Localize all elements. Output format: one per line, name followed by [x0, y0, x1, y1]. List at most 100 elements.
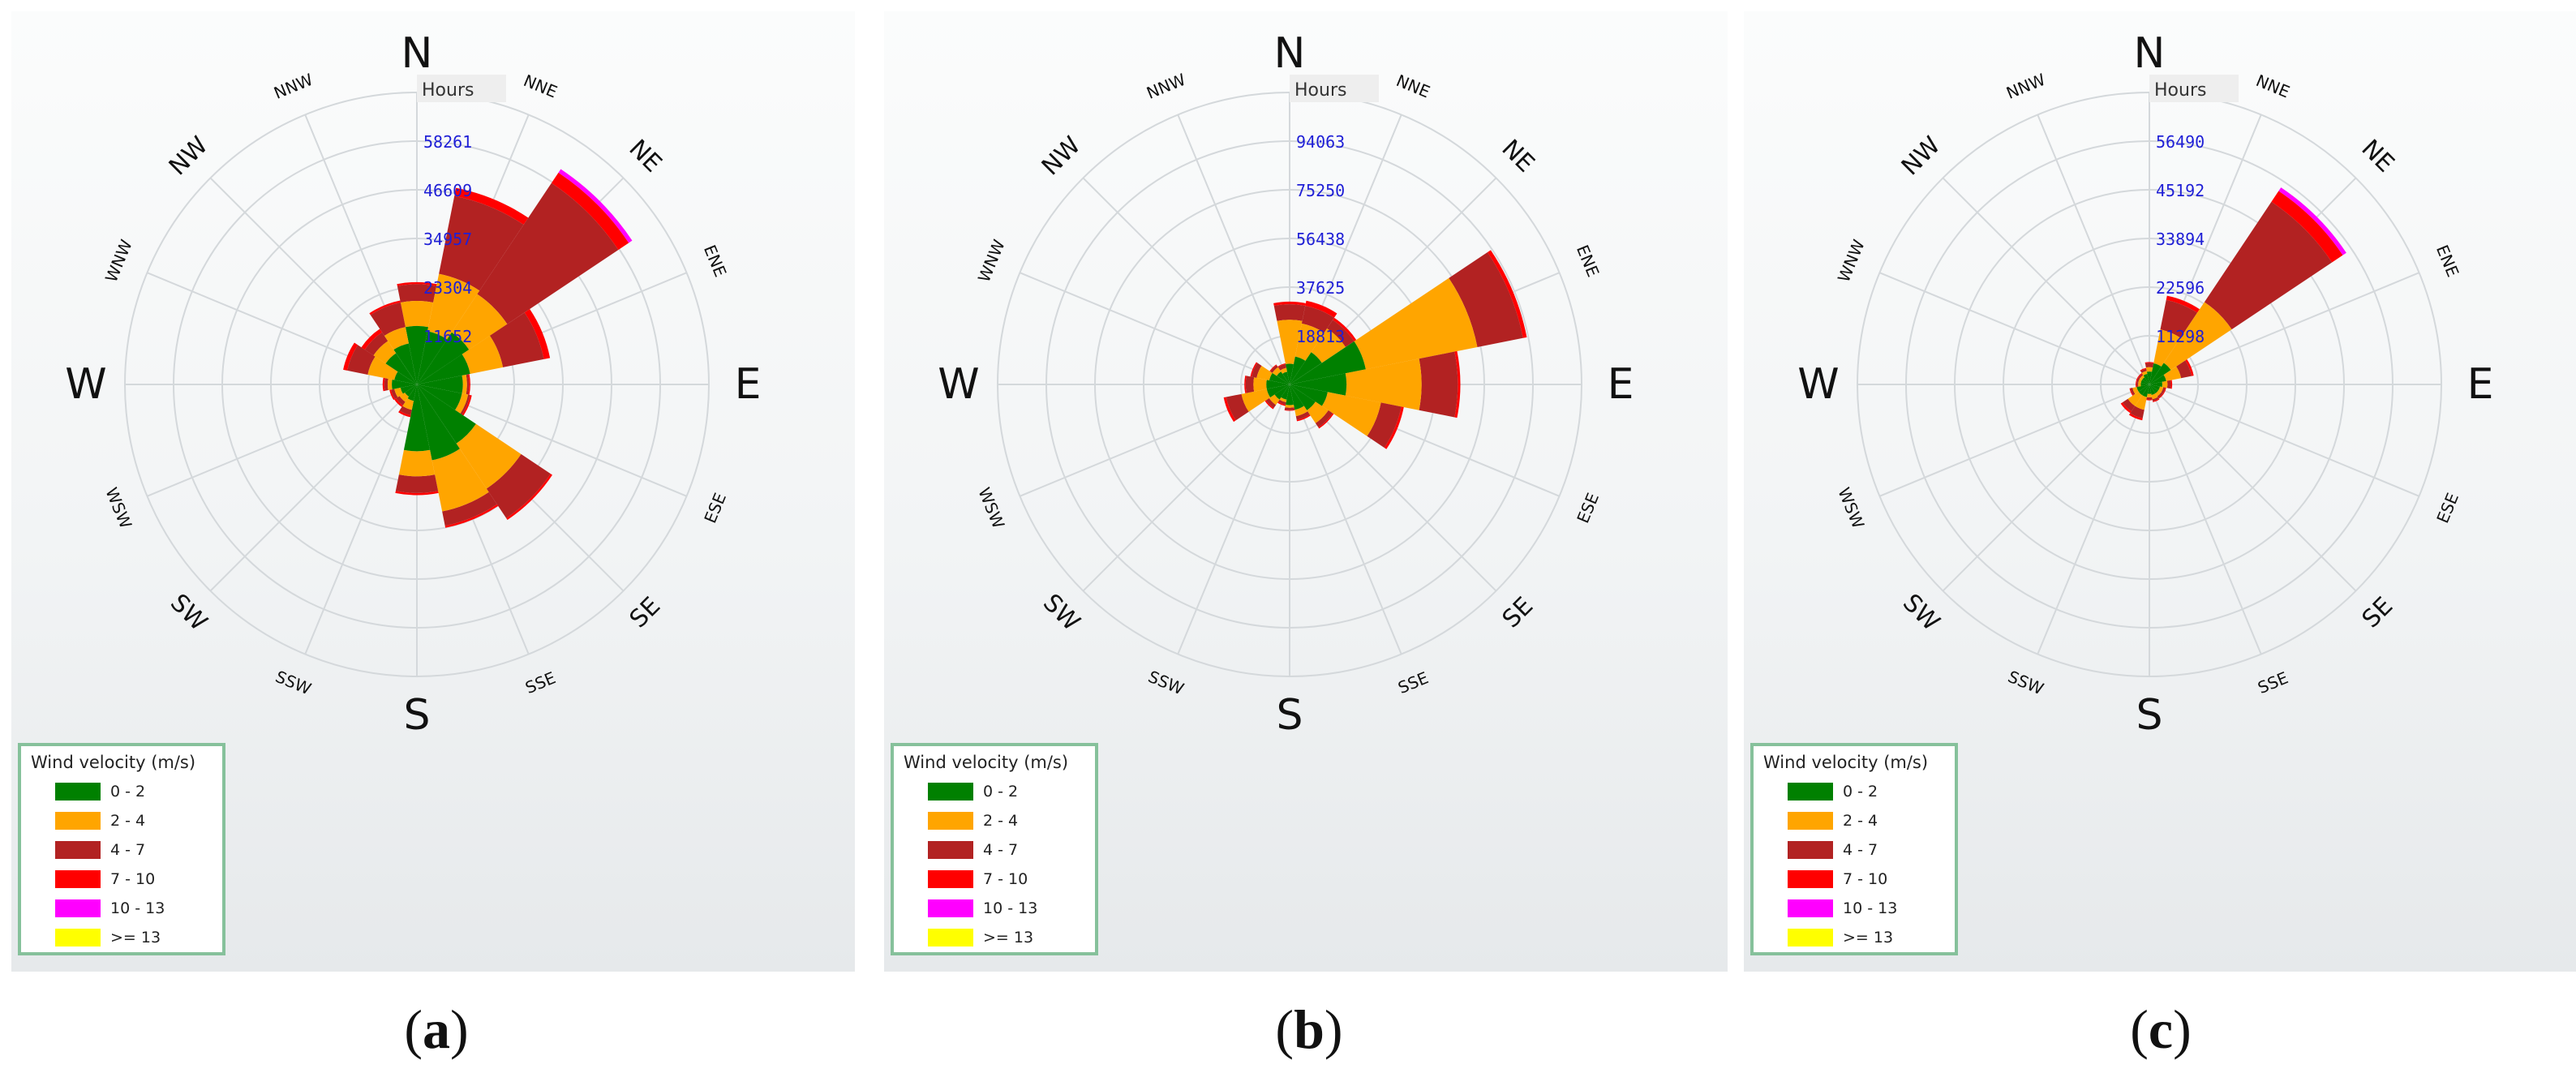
direction-wedge-s — [2146, 384, 2153, 401]
direction-label-wsw: WSW — [974, 485, 1008, 532]
wedge-segment-wnw-bin3 — [1250, 362, 1258, 377]
wedge-segment-ese-bin3 — [462, 395, 472, 416]
wedge-segment-n-bin3 — [2145, 362, 2154, 363]
grid-spoke — [1289, 384, 1402, 655]
wedge-segment-s-bin1 — [1285, 405, 1294, 408]
direction-label-nne: NNE — [1393, 71, 1433, 101]
wedge-segment-nnw-bin3 — [369, 300, 401, 315]
direction-label-nnw: NNW — [2003, 70, 2048, 103]
wedge-segment-sse-bin0 — [417, 384, 460, 461]
wedge-segment-ene-bin3 — [1487, 250, 1527, 338]
wedge-segment-ssw-bin2 — [2130, 406, 2145, 419]
direction-label-e: E — [735, 360, 762, 409]
wedge-segment-e-bin3 — [468, 374, 470, 395]
wedge-segment-ssw-bin2 — [1277, 399, 1286, 406]
wedge-segment-wnw-bin0 — [1269, 372, 1290, 384]
wedge-segment-w-bin2 — [1245, 376, 1255, 393]
direction-label-se: SE — [2357, 592, 2399, 634]
radial-tick-label: 56438 — [1296, 230, 1345, 249]
wedge-segment-sse-bin1 — [1294, 406, 1308, 417]
direction-label-nw: NW — [1896, 131, 1947, 182]
wedge-segment-ene-bin3 — [2185, 359, 2194, 376]
wedge-segment-nw-bin0 — [385, 353, 417, 384]
wedge-segment-w-bin1 — [1253, 377, 1267, 392]
wedge-segment-nnw-bin0 — [2143, 373, 2149, 384]
direction-wedge-sw — [2120, 384, 2149, 414]
legend-item: >= 13 — [31, 923, 213, 952]
wedge-segment-sw-bin0 — [405, 384, 417, 397]
grid-spoke — [2149, 384, 2262, 655]
wedge-segment-n-bin1 — [400, 301, 434, 328]
wedge-segment-ssw-bin0 — [2142, 384, 2149, 397]
wedge-segment-wnw-bin0 — [394, 371, 417, 384]
direction-wedge-ene — [1290, 250, 1527, 384]
wedge-segment-ese-bin3 — [2162, 387, 2166, 394]
wedge-segment-ssw-bin0 — [1281, 384, 1290, 400]
legend-swatch — [1788, 870, 1833, 888]
wedge-segment-nw-bin3 — [361, 328, 383, 350]
direction-label-n: N — [401, 29, 433, 78]
wedge-segment-wnw-bin3 — [343, 342, 358, 371]
legend-b: Wind velocity (m/s) 0 - 2 2 - 4 4 - 7 7 … — [891, 743, 1098, 955]
panel-label-c: (c) — [2130, 998, 2192, 1060]
legend-swatch — [928, 929, 973, 946]
wedge-segment-wsw-bin1 — [394, 388, 403, 397]
wedge-segment-sw-bin1 — [2127, 391, 2143, 406]
legend-swatch — [55, 870, 101, 888]
direction-wedge-ese — [2149, 384, 2166, 394]
wedge-segment-sse-bin3 — [444, 504, 499, 528]
direction-wedge-wsw — [1223, 384, 1290, 423]
wedge-segment-ene-bin0 — [2149, 375, 2166, 384]
wedge-segment-s-bin2 — [1284, 407, 1295, 410]
direction-wedge-nw — [1269, 364, 1290, 384]
wind-rose-panel-c: 11298 22596 33894 45192 56490 Hours N NNE NE ENE E… — [1744, 11, 2576, 972]
legend-label: 10 - 13 — [110, 899, 165, 917]
radial-unit-box — [417, 75, 506, 102]
grid-spoke — [1082, 177, 1290, 385]
direction-wedge-wnw — [343, 342, 417, 384]
legend-item: 4 - 7 — [31, 835, 213, 865]
wedge-segment-nne-bin1 — [1294, 323, 1324, 361]
wedge-segment-sse-bin1 — [431, 449, 489, 512]
wedge-segment-wnw-bin0 — [2140, 380, 2149, 384]
panel-label-a: (a) — [404, 998, 469, 1060]
direction-wedge-se — [1290, 384, 1334, 429]
direction-wedge-sse — [1290, 384, 1311, 422]
wedge-segment-e-bin1 — [462, 374, 467, 395]
wedge-segment-wsw-bin2 — [391, 388, 398, 400]
wedge-segment-ese-bin3 — [1384, 406, 1404, 449]
direction-label-ssw: SSW — [2005, 667, 2046, 699]
wedge-segment-se-bin1 — [2155, 390, 2162, 397]
wedge-segment-nne-bin3 — [2166, 295, 2200, 313]
radial-tick-label: 34957 — [423, 230, 472, 249]
radial-tick-label: 56490 — [2156, 132, 2205, 152]
legend-label: 4 - 7 — [1843, 841, 1878, 859]
wedge-segment-n-bin2 — [397, 284, 437, 303]
wedge-segment-sw-bin2 — [2122, 398, 2136, 412]
direction-label-sw: SW — [1897, 589, 1945, 637]
direction-wedge-n — [397, 281, 437, 384]
direction-wedge-nne — [417, 187, 529, 384]
legend-item: >= 13 — [904, 923, 1085, 952]
legend-label: 2 - 4 — [983, 812, 1019, 830]
grid-spoke — [304, 384, 418, 655]
direction-label-ne: NE — [623, 135, 667, 178]
direction-label-e: E — [2467, 360, 2494, 409]
wedge-segment-wsw-bin3 — [389, 389, 396, 401]
wedge-segment-e-bin3 — [1454, 350, 1461, 419]
legend-item: 0 - 2 — [31, 777, 213, 806]
direction-wedge-e — [2149, 380, 2173, 389]
legend-label: >= 13 — [1843, 929, 1894, 946]
grid-spoke — [1879, 384, 2150, 497]
direction-wedge-ssw — [2128, 384, 2149, 421]
radial-tick-label: 23304 — [423, 278, 472, 298]
direction-label-s: S — [2136, 691, 2162, 740]
direction-wedge-n — [2145, 362, 2154, 384]
direction-label-ne: NE — [1496, 135, 1539, 178]
wedge-segment-wsw-bin2 — [1226, 393, 1249, 421]
wedge-segment-wnw-bin2 — [347, 345, 376, 375]
wedge-segment-sse-bin2 — [1295, 411, 1310, 420]
wedge-segment-ene-bin0 — [417, 354, 470, 384]
